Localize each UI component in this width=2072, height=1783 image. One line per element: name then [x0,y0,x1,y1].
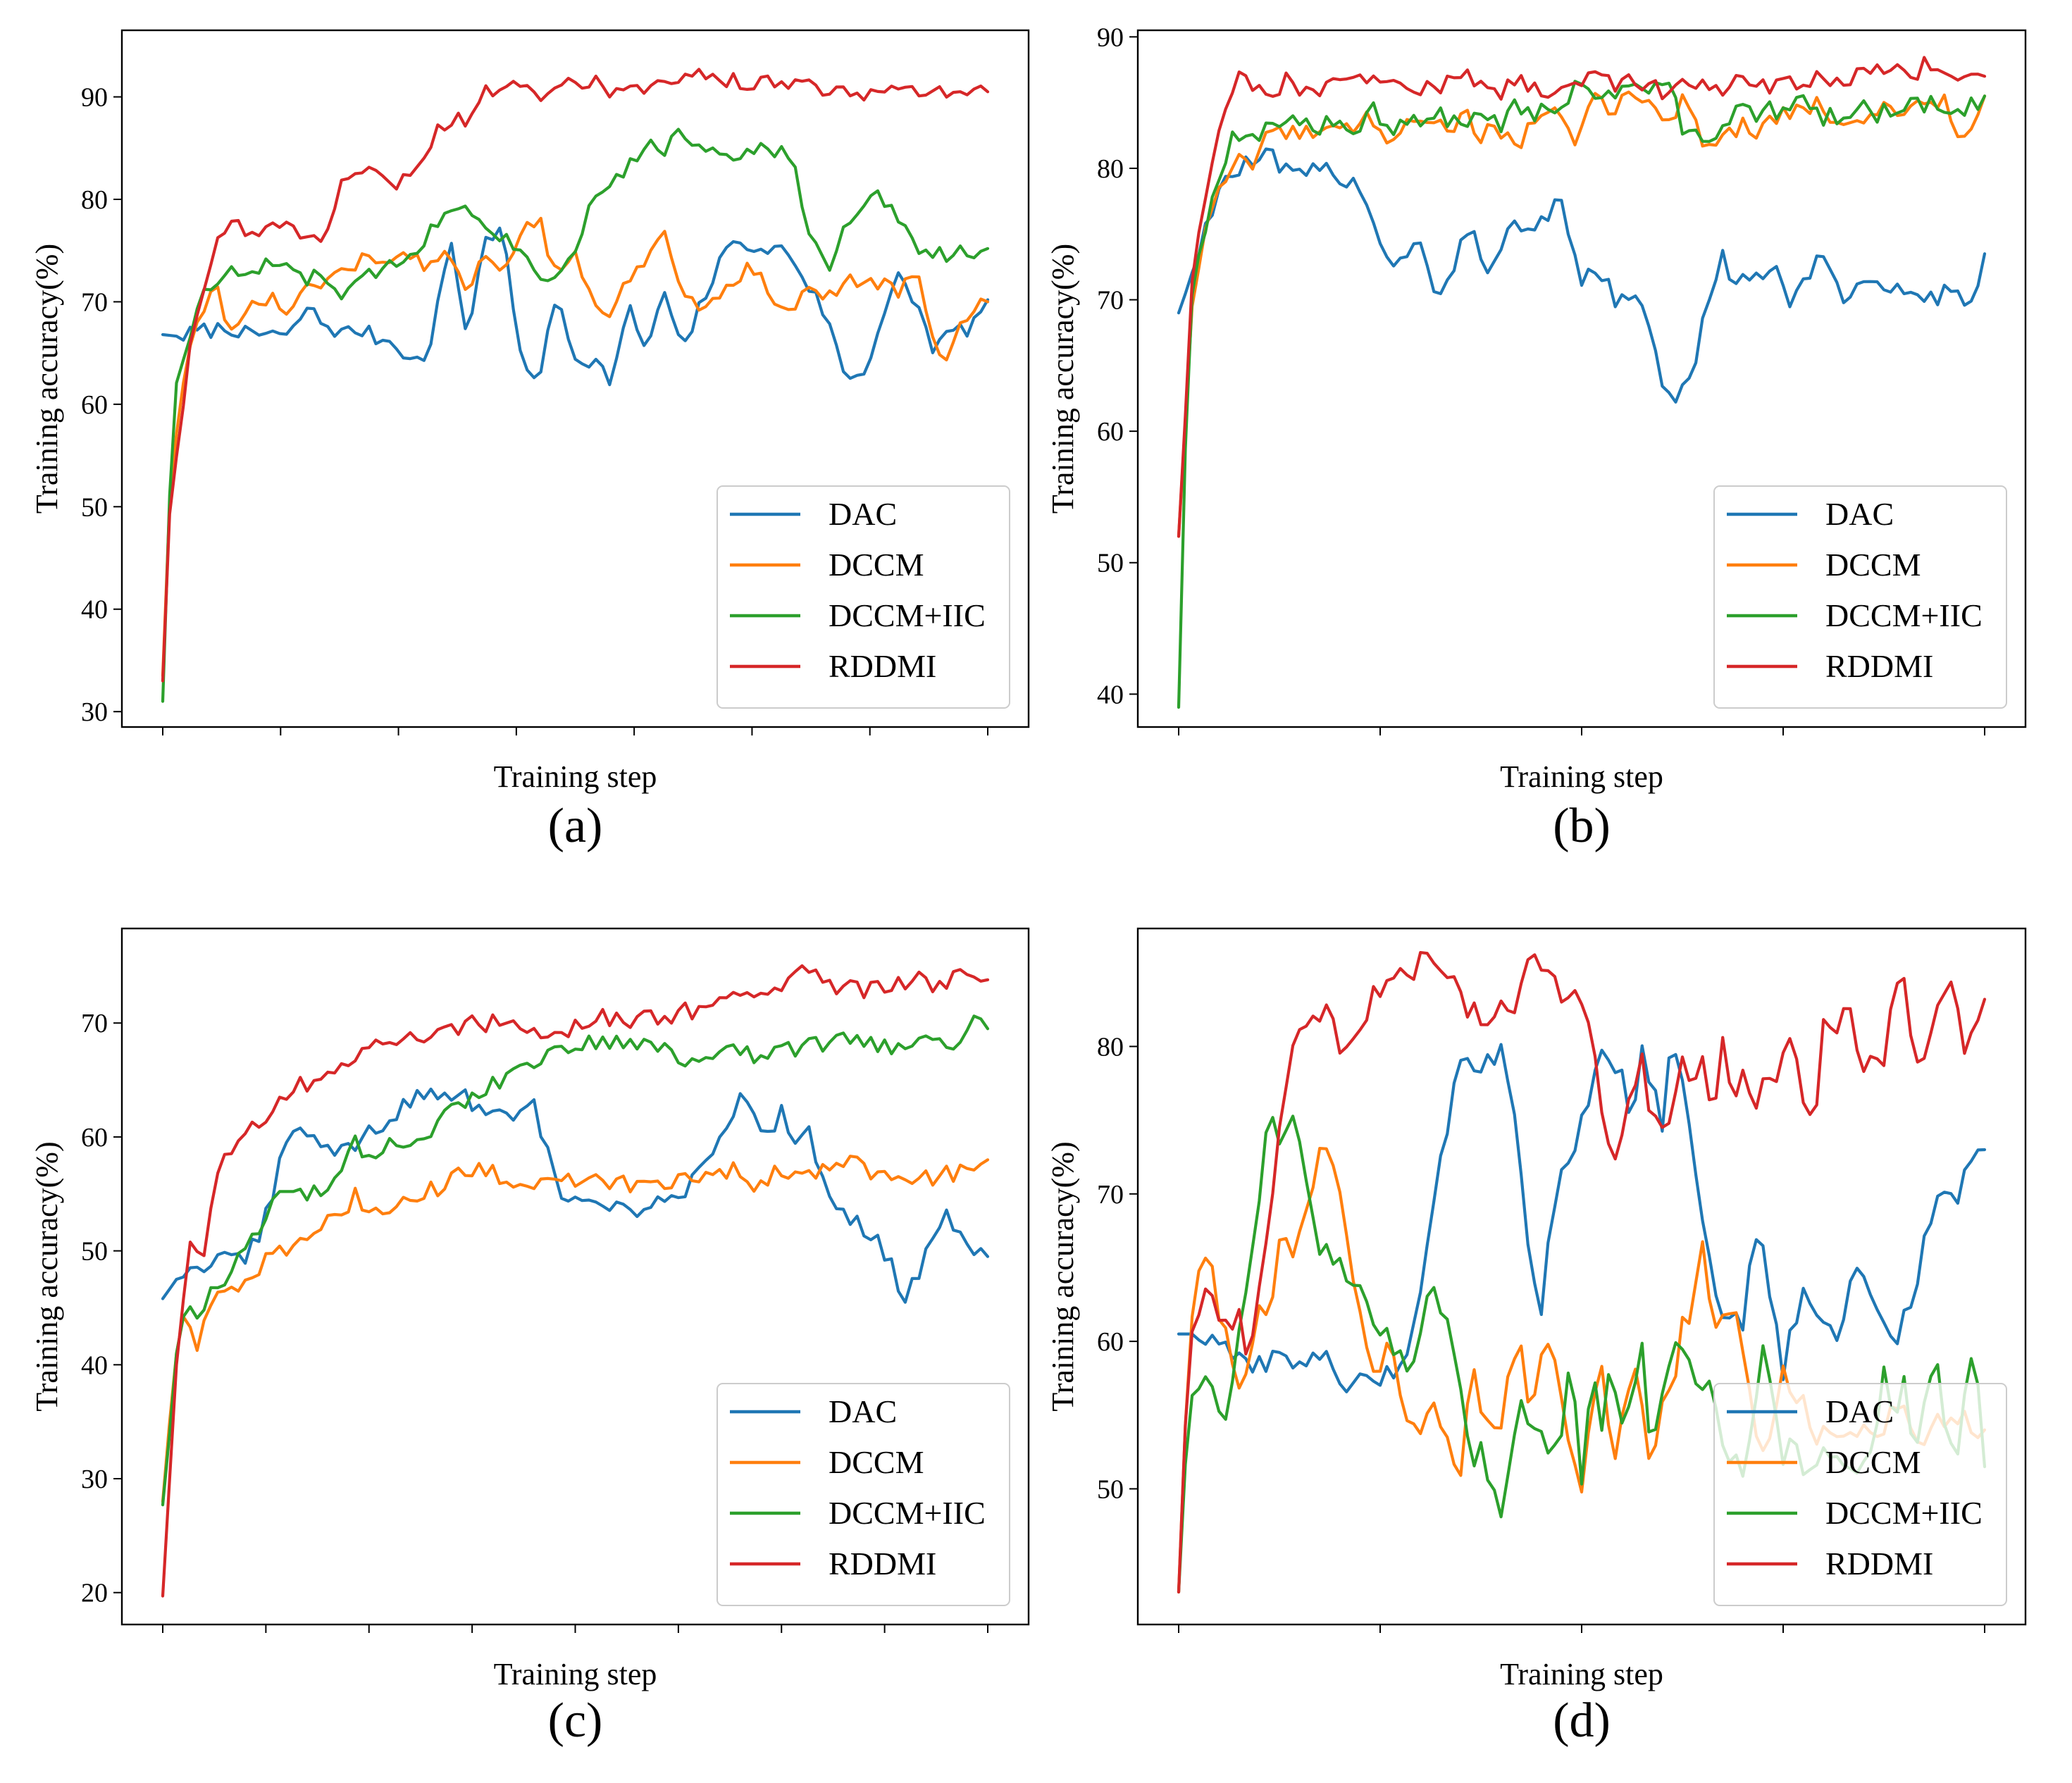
series-line-rddmi [161,68,990,683]
series-line-rddmi [161,964,990,1598]
y-tick-label: 60 [1097,417,1124,447]
y-tick-label: 90 [1097,23,1124,52]
y-axis-label: Training accuracy(%) [1046,1141,1080,1411]
y-tick-label: 60 [1097,1327,1124,1357]
legend-box [716,1383,1010,1606]
y-tick-label: 30 [81,1465,108,1494]
legend-label: DAC [1825,1393,1894,1429]
x-axis-label: Training step [494,759,657,794]
legend-label: DCCM+IIC [1825,597,1983,633]
series-line-dac [1177,147,1987,404]
series-lines [161,68,990,703]
y-tick-label: 70 [81,287,108,317]
legend: DAC DCCM DCCM+IIC RDDMI [1713,1383,2007,1606]
y-tick-label: 50 [1097,549,1124,578]
legend-label: RDDMI [1825,648,1933,684]
legend-label: DCCM+IIC [1825,1495,1983,1531]
legend-box [716,485,1010,709]
y-tick-label: 70 [1097,286,1124,316]
legend-label: DAC [829,1393,897,1429]
series-line-rddmi [1177,56,1987,538]
y-tick-label: 40 [81,595,108,625]
y-axis-label: Training accuracy(%) [30,1141,64,1411]
y-tick-label: 60 [81,390,108,420]
legend-label: DCCM [829,1444,924,1480]
series-line-dccm-iic [161,1014,990,1507]
legend-label: RDDMI [829,648,936,684]
series-line-rddmi [1177,951,1987,1593]
y-tick-label: 20 [81,1579,108,1608]
legend-label: DCCM+IIC [829,597,986,633]
y-tick-label: 50 [81,1237,108,1267]
legend-box [1713,485,2007,709]
panel-caption: (d) [1553,1694,1611,1748]
series-lines [161,964,990,1598]
series-line-dac [161,1087,990,1304]
x-axis-label: Training step [1500,759,1663,794]
series-lines [1177,56,1987,709]
plot-frame [120,29,1030,728]
legend-label: DCCM+IIC [829,1495,986,1531]
series-line-dccm [161,1155,990,1503]
legend-label: DCCM [1825,547,1921,583]
legend: DAC DCCM DCCM+IIC RDDMI [716,1383,1010,1606]
y-tick-label: 40 [81,1350,108,1380]
panel-b: 40 50 60 70 80 90 Training step Training accura… [1046,23,2027,853]
legend-label: RDDMI [1825,1546,1933,1582]
legend-box [1713,1383,2007,1606]
legend-label: DAC [1825,496,1894,532]
y-tick-label: 40 [1097,680,1124,709]
panel-d: 50 60 70 80 Training step Training accuracy(%… [1046,927,2027,1748]
y-tick-label: 70 [81,1009,108,1038]
legend-label: DCCM [829,547,924,583]
panel-caption: (c) [548,1694,603,1748]
x-axis-label: Training step [1500,1657,1663,1691]
y-axis-label: Training accuracy(%) [30,244,64,514]
panel-a: 30 40 50 60 70 80 90 Training step Training accu… [30,29,1030,853]
legend-label: DAC [829,496,897,532]
y-tick-label: 30 [81,697,108,727]
legend: DAC DCCM DCCM+IIC RDDMI [716,485,1010,709]
y-tick-label: 50 [1097,1474,1124,1504]
y-tick-label: 90 [81,83,108,113]
series-line-dccm-iic [161,128,990,703]
legend: DAC DCCM DCCM+IIC RDDMI [1713,485,2007,709]
y-tick-label: 80 [1097,154,1124,184]
panel-caption: (a) [548,799,603,853]
panel-c: 20 30 40 50 60 70 Training step Training accura… [30,927,1030,1748]
y-tick-label: 50 [81,492,108,522]
y-tick-label: 80 [1097,1032,1124,1062]
y-tick-label: 70 [1097,1180,1124,1210]
y-axis-label: Training accuracy(%) [1046,244,1080,514]
legend-label: RDDMI [829,1546,936,1582]
legend-label: DCCM [1825,1444,1921,1480]
series-line-dccm [1177,90,1987,538]
series-line-dac [1177,1043,1987,1393]
panel-caption: (b) [1553,799,1611,853]
x-axis-label: Training step [494,1657,657,1691]
y-tick-label: 80 [81,185,108,215]
y-tick-label: 60 [81,1123,108,1153]
series-line-dac [161,226,990,387]
